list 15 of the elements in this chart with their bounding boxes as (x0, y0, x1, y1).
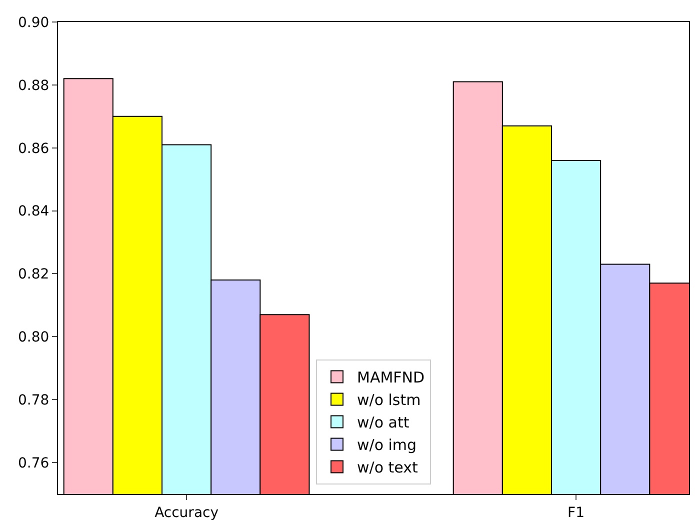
legend-label: w/o img (357, 436, 417, 454)
y-tick-label: 0.82 (18, 266, 50, 283)
y-tick-label: 0.76 (18, 455, 50, 472)
y-tick-label: 0.86 (18, 140, 50, 157)
x-tick-label: F1 (568, 504, 585, 521)
y-tick-label: 0.90 (18, 14, 50, 31)
y-tick-label: 0.78 (18, 392, 50, 408)
y-tick-label: 0.88 (18, 78, 50, 94)
legend-label: w/o lstm (357, 391, 421, 410)
y-tick-label: 0.80 (18, 330, 50, 346)
legend-label: w/o text (357, 458, 418, 477)
x-tick-label: Accuracy (154, 504, 218, 521)
legend-label: w/o att (357, 414, 410, 432)
y-tick-label: 0.84 (18, 204, 50, 220)
legend-label: MAMFND (357, 368, 425, 387)
